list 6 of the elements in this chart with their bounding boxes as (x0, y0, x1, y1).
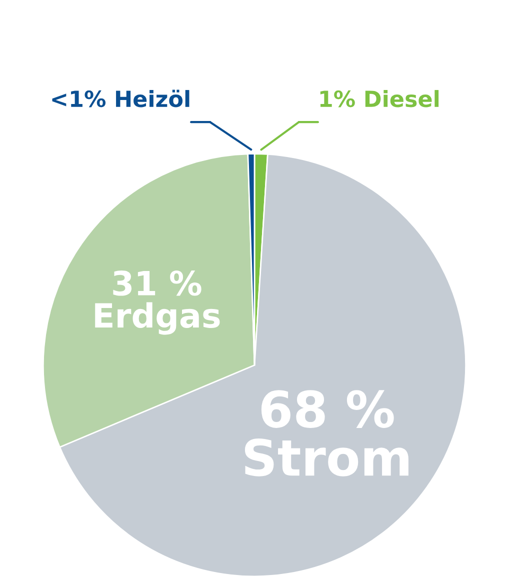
data-label: 31 % (113, 270, 202, 296)
data-label: 68 % (261, 390, 394, 428)
slice-label: Erdgas (95, 302, 220, 335)
slice-label: Strom (244, 438, 408, 476)
slice-label: <1% Heizöl (52, 90, 190, 108)
slice-label: 1% Diesel (320, 90, 439, 108)
